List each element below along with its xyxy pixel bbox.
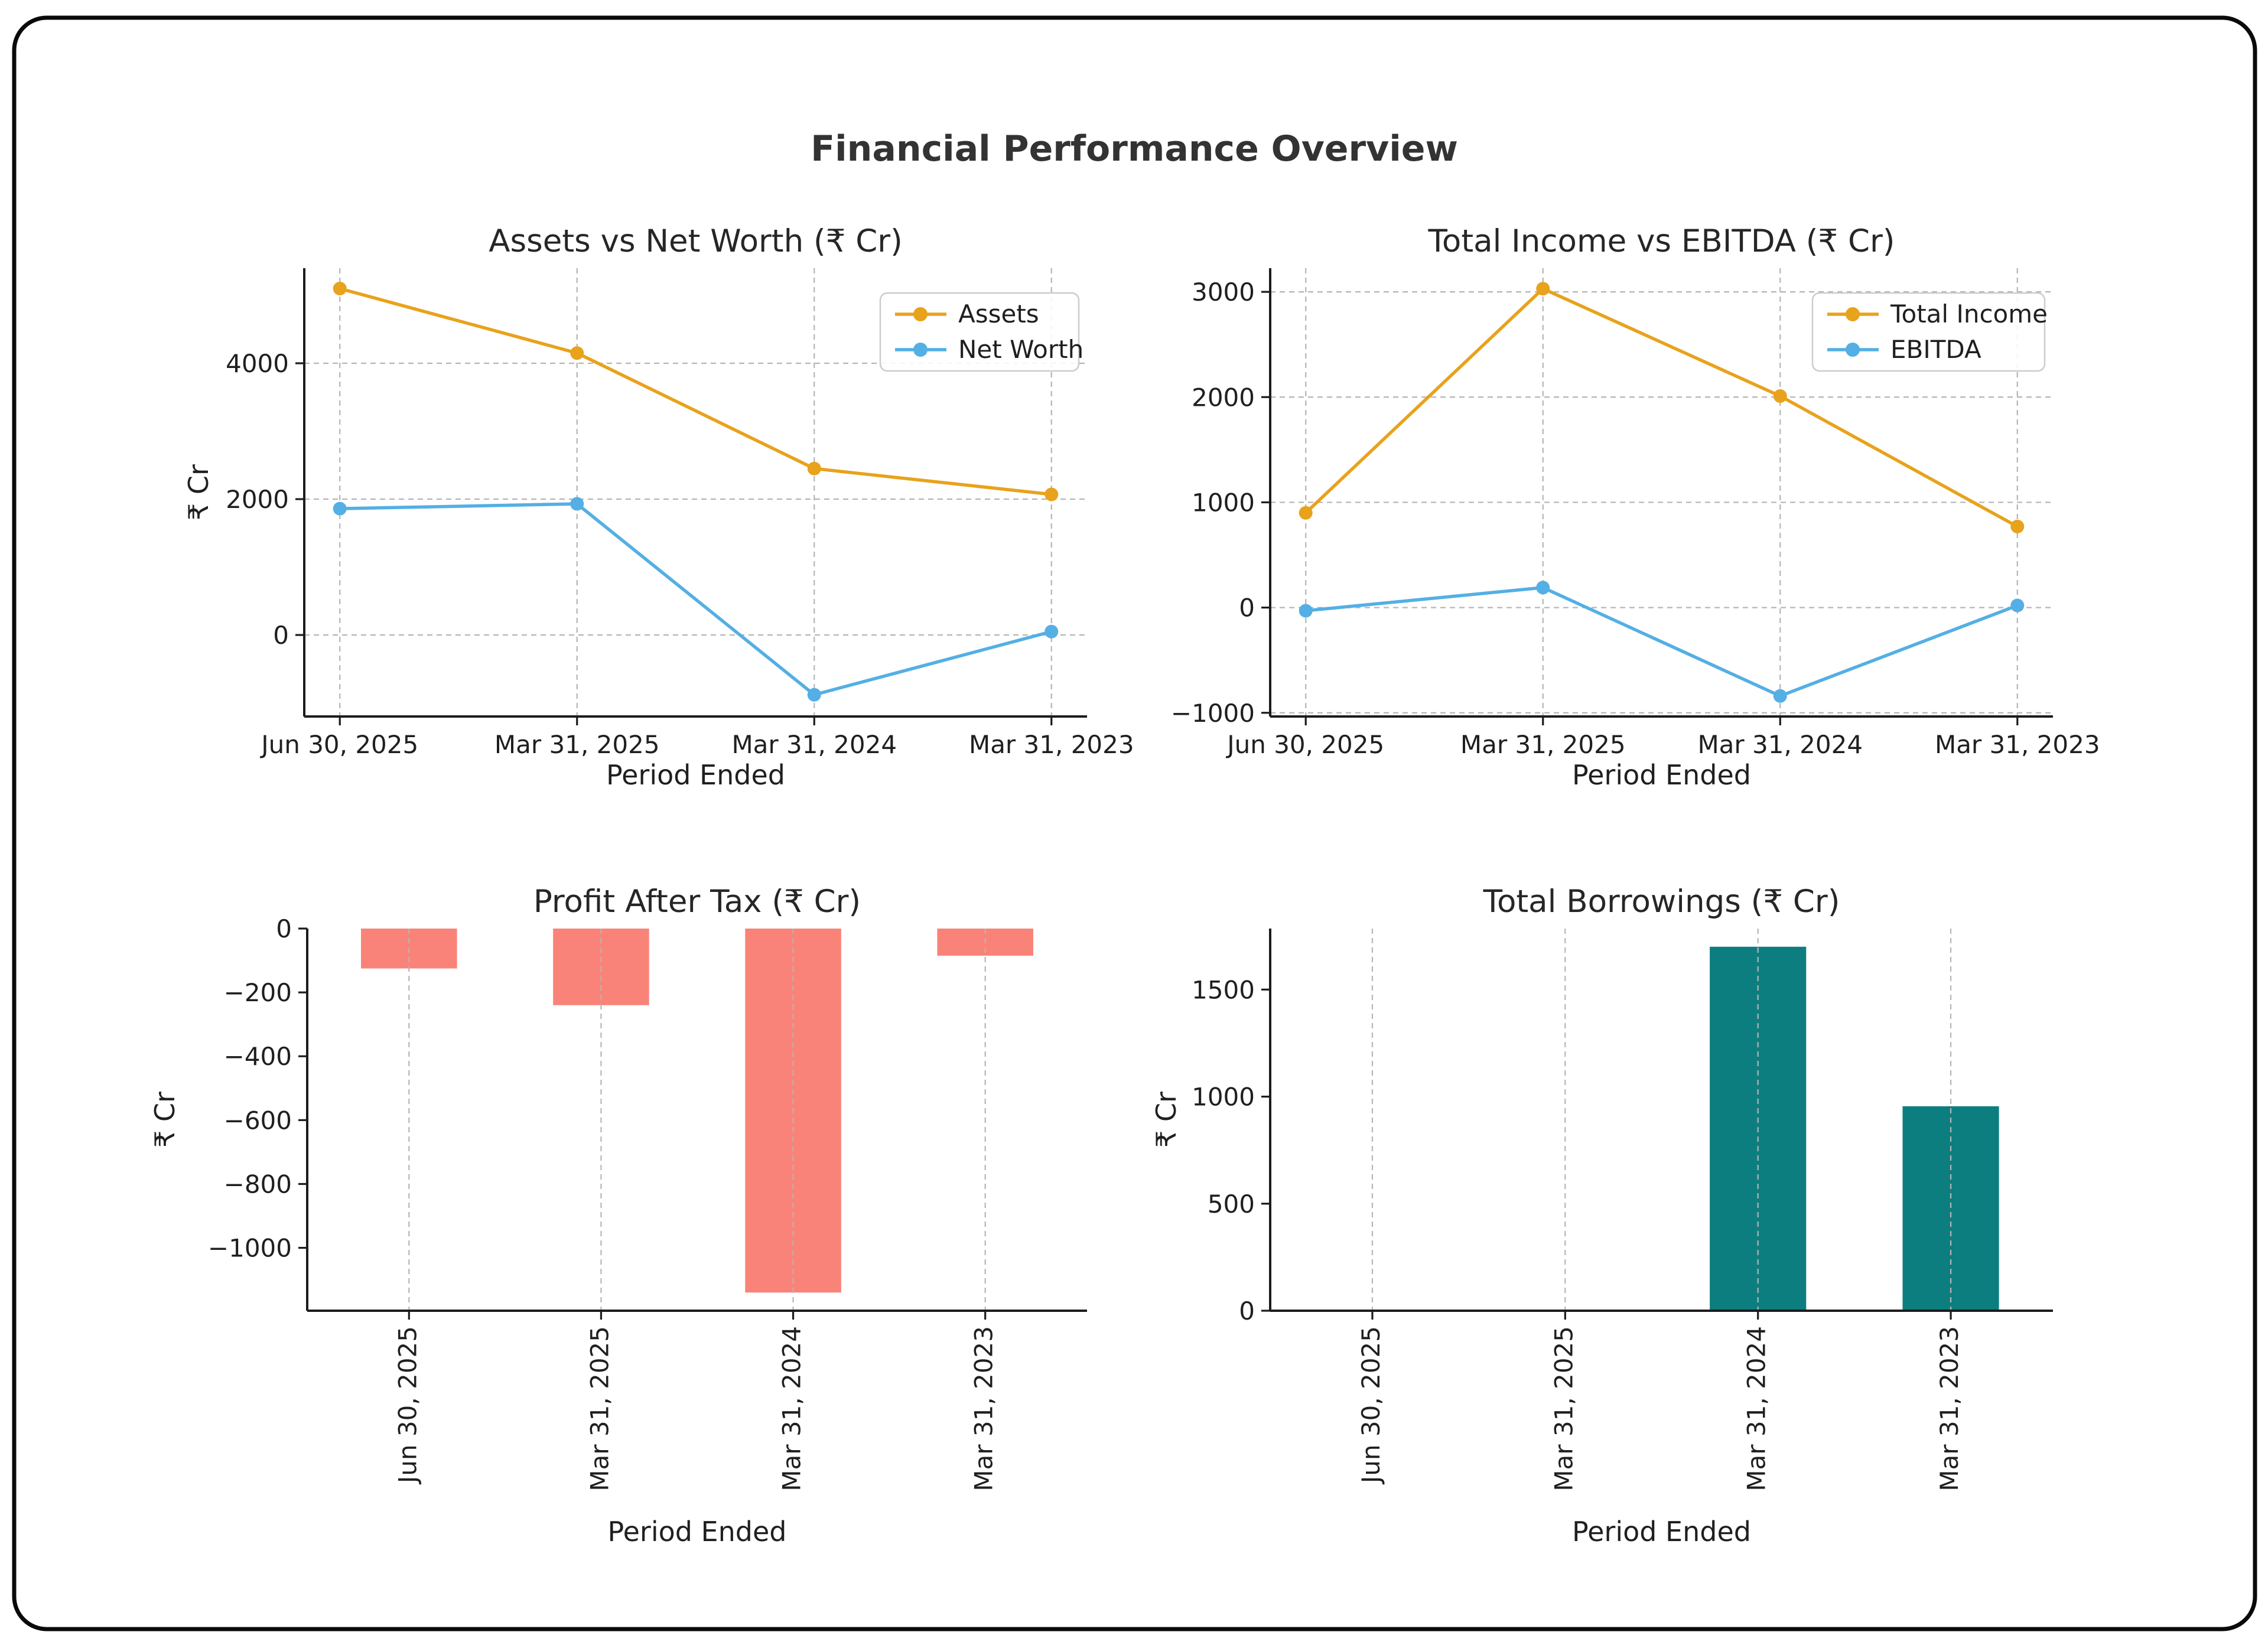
data-point-marker	[570, 346, 584, 360]
x-tick-label: Mar 31, 2023	[969, 730, 1134, 759]
legend: Total Income EBITDA	[1811, 292, 2048, 372]
y-tick-label: −1000	[1171, 699, 1255, 728]
x-axis-label: Period Ended	[606, 759, 785, 791]
x-tick-label: Mar 31, 2024	[777, 1326, 806, 1491]
legend-box	[879, 292, 1080, 372]
y-tick-label: −1000	[208, 1234, 292, 1263]
data-point-marker	[1773, 689, 1787, 703]
data-point-marker	[1299, 604, 1313, 618]
card-frame	[12, 15, 2257, 1631]
x-axis-label: Period Ended	[1572, 1516, 1751, 1548]
chart-income_ebitda: −1000 0 1000 2000 3000 Jun 30, 2025 Mar 31, 20…	[1171, 223, 2100, 791]
line-series-1	[1304, 585, 2019, 698]
x-tick-label: Jun 30, 2025	[259, 730, 418, 759]
x-axis-label: Period Ended	[608, 1516, 787, 1548]
data-point-marker	[333, 282, 347, 295]
legend-label: Net Worth	[958, 335, 1083, 364]
subplot-title: Assets vs Net Worth (₹ Cr)	[489, 223, 903, 259]
data-point-marker	[2010, 519, 2025, 533]
y-tick-label: 2000	[226, 485, 289, 514]
x-tick-label: Mar 31, 2024	[731, 730, 897, 759]
y-tick-label: −800	[224, 1170, 292, 1198]
subplot-title: Total Borrowings (₹ Cr)	[1483, 884, 1840, 920]
legend-swatch-marker	[913, 307, 928, 321]
data-point-marker	[1536, 581, 1550, 595]
y-tick-label: 1500	[1192, 975, 1255, 1004]
x-tick-label: Mar 31, 2023	[1935, 730, 2100, 759]
legend-swatch-marker	[1846, 343, 1860, 357]
legend-swatch-marker	[1846, 307, 1860, 321]
y-axis-label: ₹ Cr	[1150, 1092, 1182, 1148]
chart-assets_networth: 0 2000 4000 Jun 30, 2025 Mar 31, 2025 Mar 31,…	[183, 223, 1134, 791]
subplot-title: Profit After Tax (₹ Cr)	[533, 884, 861, 920]
data-point-marker	[807, 461, 821, 475]
y-tick-label: 1000	[1192, 1083, 1255, 1112]
x-tick-label: Jun 30, 2025	[1356, 1326, 1385, 1485]
data-point-marker	[333, 501, 347, 516]
x-tick-label: Mar 31, 2024	[1742, 1326, 1771, 1491]
data-point-marker	[570, 497, 584, 511]
chart-pat: 0 −200 −400 −600 −800 −1000 Jun 30, 2025 Mar 31…	[149, 884, 1087, 1548]
legend-box	[1811, 292, 2046, 372]
x-tick-label: Mar 31, 2025	[494, 730, 660, 759]
legend-label: Assets	[958, 299, 1039, 328]
data-point-marker	[1044, 487, 1059, 501]
y-tick-label: −400	[224, 1042, 292, 1071]
line-series-0	[338, 286, 1053, 496]
data-point-marker	[807, 688, 821, 702]
line-series-1	[338, 502, 1053, 696]
data-point-marker	[1299, 506, 1313, 520]
y-tick-label: 0	[1239, 1297, 1255, 1325]
figure-title: Financial Performance Overview	[811, 128, 1458, 170]
x-tick-label: Jun 30, 2025	[393, 1326, 422, 1485]
legend-swatch-marker	[913, 343, 928, 357]
line-series-0	[1304, 286, 2019, 529]
x-tick-label: Jun 30, 2025	[1225, 730, 1384, 759]
x-tick-label: Mar 31, 2025	[1549, 1326, 1578, 1491]
legend: Assets Net Worth	[879, 292, 1083, 372]
y-axis-label: ₹ Cr	[183, 464, 214, 520]
y-tick-label: 500	[1208, 1190, 1255, 1219]
y-tick-label: 0	[273, 621, 289, 650]
y-tick-label: 1000	[1192, 488, 1255, 517]
chart-borrowings: 0 500 1000 1500 Jun 30, 2025 Mar 31, 2025 Mar …	[1150, 884, 2053, 1548]
y-tick-label: −200	[224, 978, 292, 1007]
x-tick-label: Mar 31, 2024	[1697, 730, 1863, 759]
legend-label: EBITDA	[1890, 335, 1981, 364]
x-tick-label: Mar 31, 2025	[585, 1326, 614, 1491]
x-tick-label: Mar 31, 2023	[1935, 1326, 1964, 1491]
legend-label: Total Income	[1890, 299, 2048, 328]
y-tick-label: 3000	[1192, 278, 1255, 307]
y-tick-label: 0	[276, 914, 292, 943]
data-point-marker	[1536, 282, 1550, 296]
x-axis-label: Period Ended	[1572, 759, 1751, 791]
data-point-marker	[2010, 598, 2025, 613]
x-tick-label: Mar 31, 2025	[1460, 730, 1626, 759]
x-tick-label: Mar 31, 2023	[969, 1326, 998, 1491]
data-point-marker	[1044, 624, 1059, 639]
y-tick-label: 4000	[226, 349, 289, 378]
y-tick-label: 2000	[1192, 383, 1255, 412]
y-axis-label: ₹ Cr	[149, 1092, 181, 1148]
y-tick-label: 0	[1239, 594, 1255, 623]
subplot-title: Total Income vs EBITDA (₹ Cr)	[1428, 223, 1895, 259]
y-tick-label: −600	[224, 1106, 292, 1135]
data-point-marker	[1773, 389, 1787, 403]
